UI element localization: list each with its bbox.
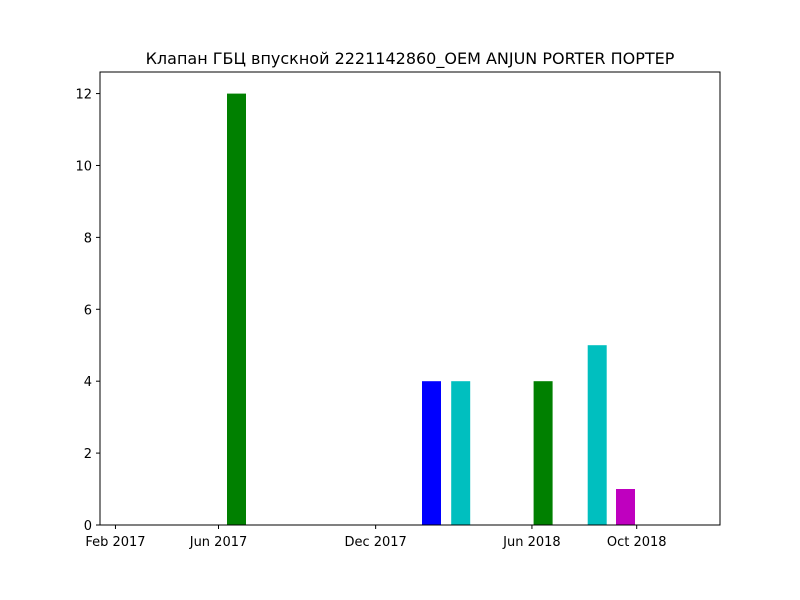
plot-frame <box>99 71 721 526</box>
bar-1 <box>227 93 246 525</box>
bar-3 <box>451 381 471 525</box>
y-tick-label: 10 <box>75 159 92 174</box>
x-tick-label: Jun 2018 <box>502 535 561 550</box>
bars-layer <box>227 93 635 525</box>
bar-5 <box>587 345 607 525</box>
axes-layer: 0 2 4 6 8 10 12 Feb 2017 Jun 2017 Dec 2017 Jun 201… <box>75 71 721 550</box>
x-tick-label: Feb 2017 <box>85 535 145 550</box>
y-tick-label: 0 <box>84 519 92 534</box>
y-tick-label: 8 <box>84 231 92 246</box>
chart-title: Клапан ГБЦ впускной 2221142860_OEM ANJUN… <box>146 49 675 69</box>
y-tick-label: 6 <box>84 303 92 318</box>
y-tick-label: 12 <box>75 88 92 103</box>
x-tick-label: Jun 2017 <box>189 535 248 550</box>
bar-2 <box>422 381 441 525</box>
x-tick-label: Dec 2017 <box>344 535 406 550</box>
y-tick-label: 2 <box>84 447 92 462</box>
y-tick-label: 4 <box>84 375 92 390</box>
bar-6 <box>616 489 635 525</box>
x-tick-label: Oct 2018 <box>607 535 667 550</box>
bar-4 <box>533 381 553 525</box>
